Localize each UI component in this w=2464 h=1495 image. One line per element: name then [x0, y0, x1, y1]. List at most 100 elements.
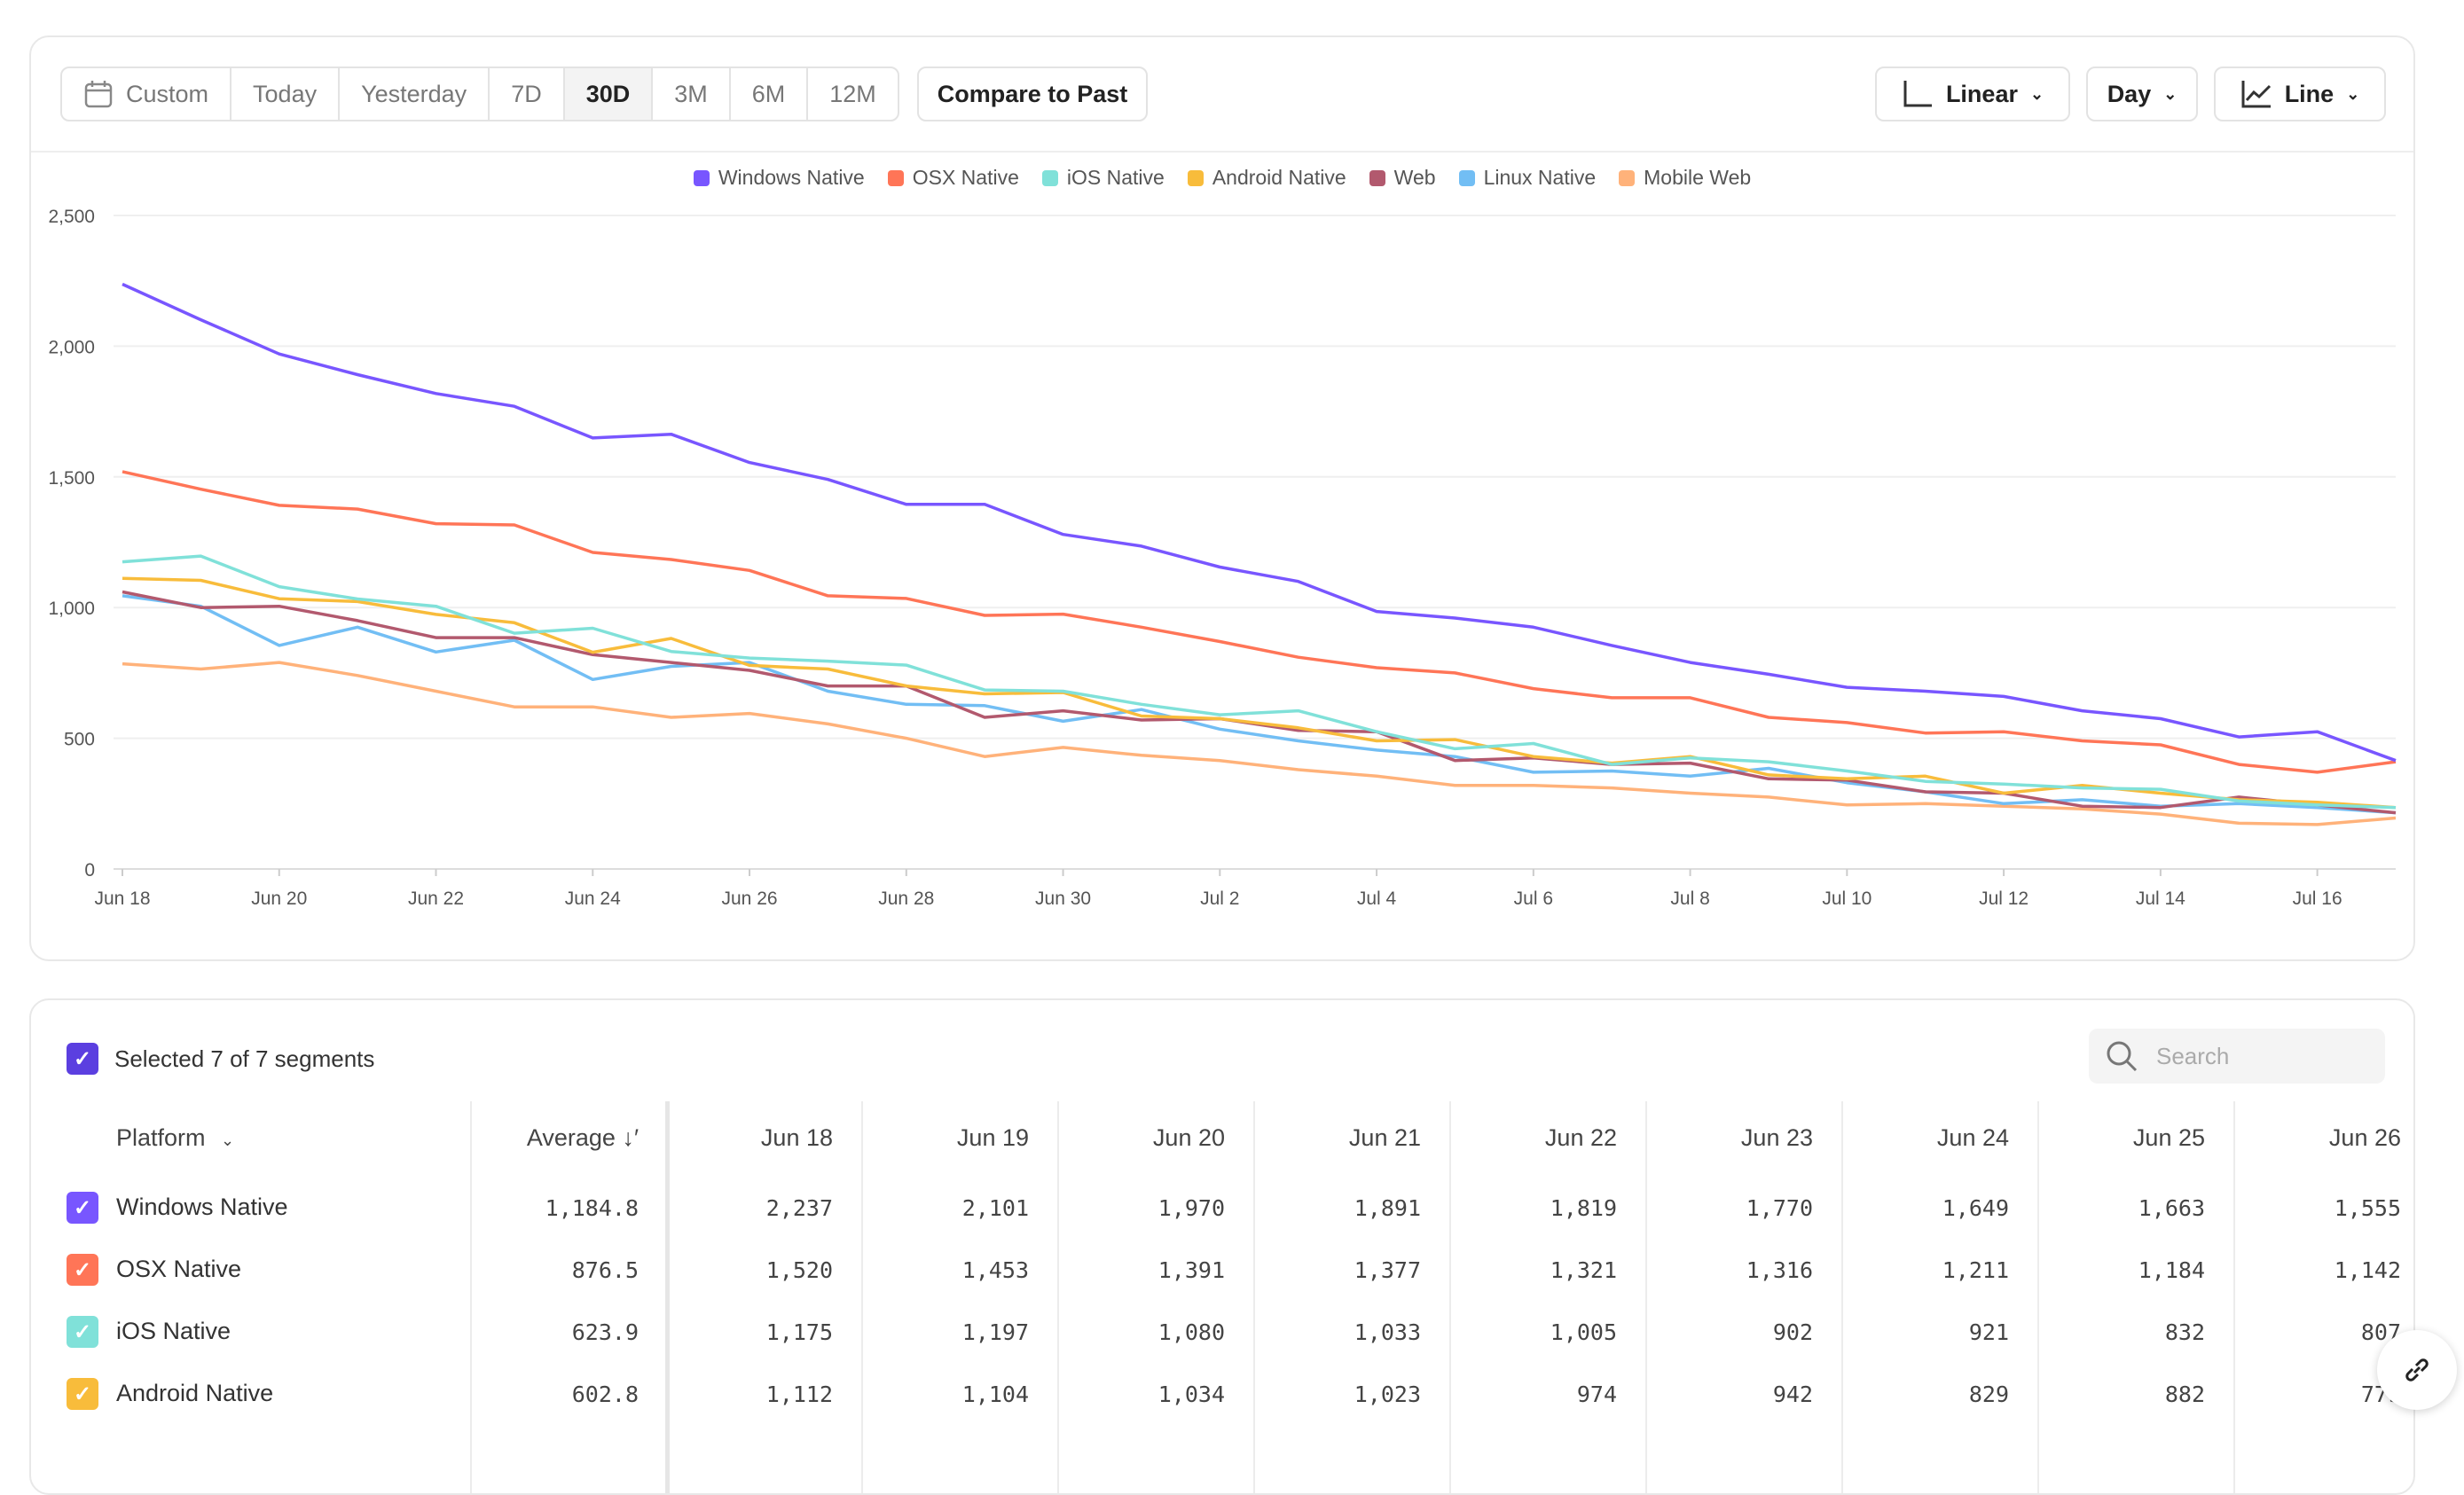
date-range-selector: Custom Today Yesterday 7D 30D 3M 6M 12M: [60, 67, 899, 121]
range-yesterday[interactable]: Yesterday: [340, 68, 490, 120]
cell-value: 902: [1772, 1319, 1813, 1345]
range-3m[interactable]: 3M: [653, 68, 731, 120]
cell-value: 1,377: [1354, 1257, 1421, 1283]
scale-dropdown[interactable]: Linear ⌄: [1875, 67, 2070, 121]
selection-label: Selected 7 of 7 segments: [114, 1045, 375, 1072]
date-column-header[interactable]: Jun 19: [956, 1124, 1029, 1151]
range-label: 12M: [829, 80, 876, 107]
y-tick-label: 1,500: [48, 468, 95, 489]
y-tick-label: 0: [84, 860, 95, 881]
cell-value: 1,005: [1550, 1319, 1617, 1345]
cell-value: 1,142: [2334, 1257, 2401, 1283]
legend-swatch: [1187, 170, 1204, 186]
date-column-header[interactable]: Jun 22: [1544, 1124, 1617, 1151]
series-line-ios-native[interactable]: [122, 554, 2397, 810]
y-tick-label: 500: [64, 730, 95, 750]
cell-value: 1,391: [1157, 1257, 1225, 1283]
cell-value: 942: [1772, 1382, 1813, 1407]
cell-value: 807: [2360, 1319, 2401, 1345]
cell-value: 1,555: [2334, 1195, 2401, 1221]
search-input[interactable]: Search: [2089, 1029, 2385, 1084]
search-icon: [2107, 1041, 2138, 1072]
date-column-header[interactable]: Jun 18: [760, 1124, 833, 1151]
interval-dropdown[interactable]: Day ⌄: [2086, 67, 2198, 121]
range-today[interactable]: Today: [231, 68, 341, 120]
series-line-linux-native[interactable]: [122, 594, 2397, 815]
line-chart-icon: [2241, 81, 2271, 108]
segment-checkbox[interactable]: ✓: [67, 1192, 98, 1224]
date-column-header[interactable]: Jun 20: [1152, 1124, 1225, 1151]
chart-toolbar: Custom Today Yesterday 7D 30D 3M 6M 12M Compare…: [31, 37, 2413, 153]
select-all-checkbox[interactable]: ✓: [67, 1043, 98, 1075]
copy-link-button[interactable]: [2377, 1330, 2457, 1410]
x-tick-label: Jun 20: [251, 888, 307, 909]
date-column-header[interactable]: Jun 23: [1740, 1124, 1813, 1151]
date-column-header[interactable]: Jun 25: [2132, 1124, 2205, 1151]
chevron-down-icon: ⌄: [2163, 84, 2178, 103]
legend-item[interactable]: Web: [1369, 166, 1436, 190]
x-tick-label: Jun 22: [408, 888, 464, 909]
legend-swatch: [1041, 170, 1058, 186]
average-value: 623.9: [571, 1319, 639, 1345]
link-icon: [2405, 1358, 2429, 1382]
cell-value: 779: [2360, 1382, 2401, 1407]
compare-to-past-button[interactable]: Compare to Past: [917, 67, 1148, 121]
legend-item[interactable]: Mobile Web: [1619, 166, 1751, 190]
legend-item[interactable]: Android Native: [1187, 166, 1346, 190]
segment-checkbox[interactable]: ✓: [67, 1378, 98, 1410]
legend-item[interactable]: Windows Native: [693, 166, 865, 190]
date-column-header[interactable]: Jun 21: [1348, 1124, 1421, 1151]
cell-value: 1,033: [1354, 1319, 1421, 1345]
x-tick-label: Jul 14: [2136, 888, 2185, 909]
calendar-icon: [84, 81, 113, 108]
platform-column-header[interactable]: Platform ⌄: [116, 1124, 234, 1152]
axis-icon: [1903, 81, 1932, 107]
range-label: Yesterday: [361, 80, 467, 107]
x-tick-label: Jul 6: [1514, 888, 1553, 909]
chart-type-dropdown[interactable]: Line ⌄: [2214, 67, 2386, 121]
x-tick-label: Jun 24: [565, 888, 621, 909]
range-7d[interactable]: 7D: [490, 68, 565, 120]
segment-checkbox[interactable]: ✓: [67, 1316, 98, 1348]
series-line-android-native[interactable]: [122, 576, 2397, 810]
x-tick-label: Jun 28: [878, 888, 934, 909]
scale-label: Linear: [1945, 80, 2018, 107]
series-line-web[interactable]: [122, 590, 2397, 815]
series-line-mobile-web[interactable]: [122, 661, 2397, 826]
range-12m[interactable]: 12M: [808, 68, 898, 120]
series-line-osx-native[interactable]: [122, 470, 2397, 774]
table-card: ✓ Selected 7 of 7 segments Search Platfo…: [29, 998, 2415, 1495]
legend-item[interactable]: iOS Native: [1041, 166, 1165, 190]
legend-swatch: [693, 170, 710, 186]
chart-legend: Windows Native OSX Native iOS Native Androi…: [31, 166, 2413, 190]
cell-value: 1,080: [1157, 1319, 1225, 1345]
cell-value: 1,023: [1354, 1382, 1421, 1407]
cell-value: 1,891: [1354, 1195, 1421, 1221]
average-value: 602.8: [571, 1382, 639, 1407]
range-label: 30D: [585, 80, 631, 107]
series-line-windows-native[interactable]: [122, 282, 2397, 763]
date-column-header[interactable]: Jun 26: [2328, 1124, 2401, 1151]
column-divider: [2037, 1101, 2039, 1493]
cell-value: 1,649: [1942, 1195, 2009, 1221]
average-header-label: Average: [526, 1124, 616, 1151]
column-divider: [1253, 1101, 1255, 1493]
legend-label: Linux Native: [1483, 166, 1597, 189]
range-label: 6M: [751, 80, 786, 107]
range-6m[interactable]: 6M: [731, 68, 809, 120]
average-column-header[interactable]: Average ↓′: [470, 1124, 639, 1152]
segment-checkbox[interactable]: ✓: [67, 1254, 98, 1286]
x-tick-label: Jul 10: [1822, 888, 1872, 909]
legend-label: OSX Native: [912, 166, 1019, 189]
legend-item[interactable]: OSX Native: [887, 166, 1019, 190]
range-custom[interactable]: Custom: [62, 68, 232, 120]
compare-label: Compare to Past: [937, 80, 1128, 107]
legend-label: Mobile Web: [1644, 166, 1752, 189]
range-30d[interactable]: 30D: [564, 68, 654, 120]
legend-label: iOS Native: [1066, 166, 1165, 189]
legend-swatch: [887, 170, 904, 186]
cell-value: 1,663: [2138, 1195, 2205, 1221]
legend-item[interactable]: Linux Native: [1458, 166, 1597, 190]
date-column-header[interactable]: Jun 24: [1936, 1124, 2009, 1151]
cell-value: 1,770: [1746, 1195, 1813, 1221]
